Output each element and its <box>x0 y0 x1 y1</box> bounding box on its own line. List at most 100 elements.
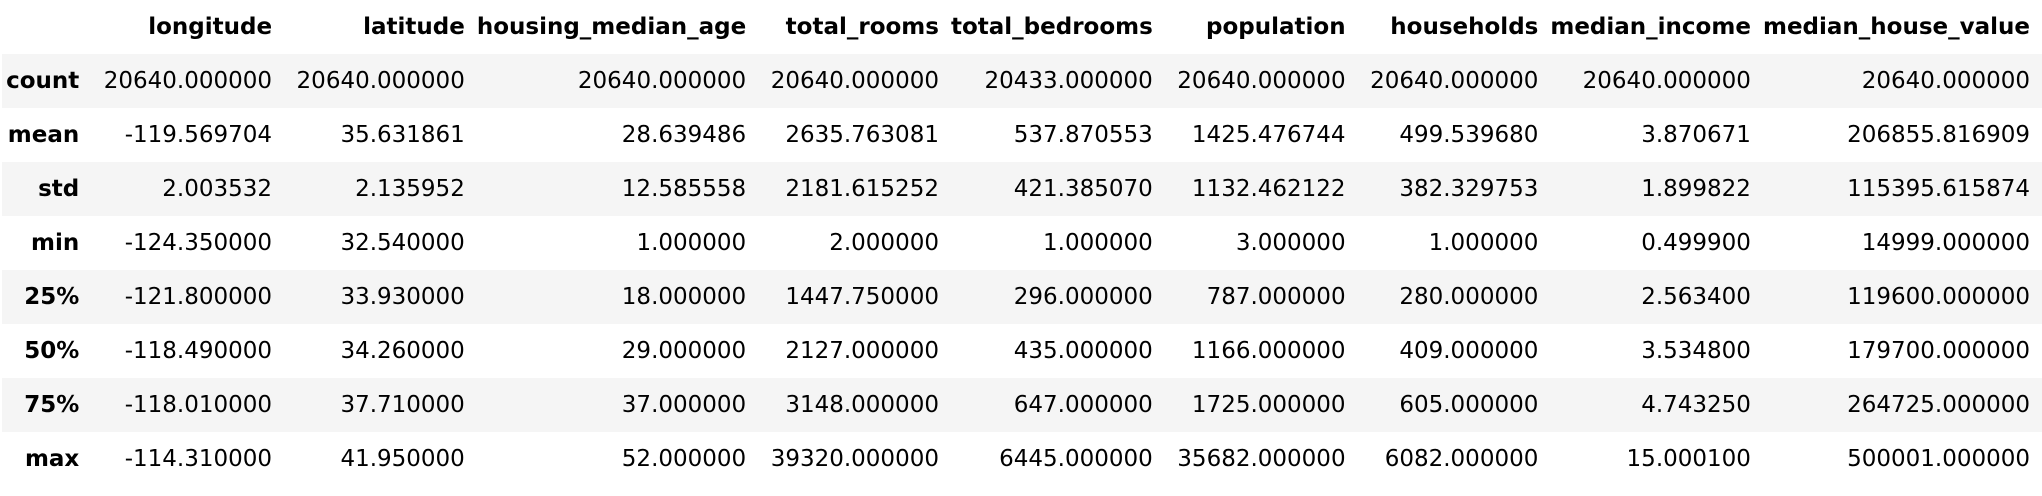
table-cell: 179700.000000 <box>1847 337 2030 364</box>
table-cell: 6445.000000 <box>999 445 1153 472</box>
table-cell: 1447.750000 <box>785 283 939 310</box>
table-cell: 296.000000 <box>1013 283 1153 310</box>
table-cell: -114.310000 <box>124 445 273 472</box>
table-cell: 2.000000 <box>829 229 939 256</box>
row-index-label: max <box>24 445 80 472</box>
table-cell: -121.800000 <box>124 283 273 310</box>
table-cell: 6082.000000 <box>1384 445 1539 472</box>
row-index-label: count <box>6 67 80 94</box>
table-cell: 35682.000000 <box>1177 445 1346 472</box>
table-cell: 14999.000000 <box>1861 229 2030 256</box>
table-cell: 409.000000 <box>1399 337 1539 364</box>
table-cell: 20433.000000 <box>984 67 1153 94</box>
table-row: 50% -118.490000 34.260000 29.000000 2127.000… <box>2 324 2042 378</box>
header-row: longitude latitude housing_median_age total… <box>2 0 2042 54</box>
describe-table: longitude latitude housing_median_age total… <box>2 0 2042 486</box>
row-index-label: 75% <box>24 391 80 418</box>
table-row: mean -119.569704 35.631861 28.639486 2635.76… <box>2 108 2042 162</box>
table-body: count 20640.000000 20640.000000 20640.00000… <box>2 54 2042 486</box>
table-cell: 435.000000 <box>1013 337 1153 364</box>
row-index-label: mean <box>7 121 80 148</box>
table-cell: 32.540000 <box>340 229 465 256</box>
table-cell: 1.000000 <box>1043 229 1153 256</box>
table-cell: 787.000000 <box>1206 283 1346 310</box>
table-cell: -118.490000 <box>124 337 273 364</box>
table-cell: 18.000000 <box>621 283 747 310</box>
column-header-median-income: median_income <box>1550 13 1751 40</box>
column-header-total-bedrooms: total_bedrooms <box>950 13 1153 40</box>
table-cell: 1725.000000 <box>1191 391 1346 418</box>
table-cell: 280.000000 <box>1399 283 1539 310</box>
table-cell: 0.499900 <box>1641 229 1751 256</box>
table-cell: 382.329753 <box>1399 175 1539 202</box>
index-header-blank <box>2 0 91 54</box>
table-cell: -118.010000 <box>124 391 273 418</box>
table-cell: 20640.000000 <box>296 67 465 94</box>
table-cell: 2.135952 <box>355 175 465 202</box>
table-row: max -114.310000 41.950000 52.000000 39320.00… <box>2 432 2042 486</box>
table-row: std 2.003532 2.135952 12.585558 2181.615252 4… <box>2 162 2042 216</box>
table-cell: 605.000000 <box>1399 391 1539 418</box>
row-index-label: std <box>38 175 80 202</box>
table-cell: 537.870553 <box>1013 121 1153 148</box>
row-index-label: 25% <box>24 283 80 310</box>
table-cell: -124.350000 <box>124 229 273 256</box>
column-header-median-house-value: median_house_value <box>1762 13 2030 40</box>
table-cell: 264725.000000 <box>1847 391 2030 418</box>
table-cell: 37.000000 <box>621 391 747 418</box>
table-cell: 115395.615874 <box>1847 175 2030 202</box>
table-cell: 20640.000000 <box>1177 67 1346 94</box>
table-row: 25% -121.800000 33.930000 18.000000 1447.750… <box>2 270 2042 324</box>
table-cell: 20640.000000 <box>1582 67 1751 94</box>
table-cell: 1132.462122 <box>1191 175 1346 202</box>
table-cell: -119.569704 <box>124 121 273 148</box>
table-cell: 1.899822 <box>1641 175 1751 202</box>
table-cell: 2181.615252 <box>785 175 939 202</box>
table-cell: 1425.476744 <box>1191 121 1346 148</box>
column-header-longitude: longitude <box>148 13 273 40</box>
row-index-label: 50% <box>24 337 80 364</box>
table-cell: 20640.000000 <box>770 67 939 94</box>
table-cell: 29.000000 <box>621 337 747 364</box>
table-cell: 3.534800 <box>1641 337 1751 364</box>
table-cell: 37.710000 <box>340 391 465 418</box>
table-cell: 28.639486 <box>621 121 747 148</box>
table-cell: 20640.000000 <box>1861 67 2030 94</box>
table-cell: 41.950000 <box>340 445 465 472</box>
table-cell: 2635.763081 <box>785 121 939 148</box>
table-cell: 4.743250 <box>1641 391 1751 418</box>
table-cell: 3.870671 <box>1641 121 1751 148</box>
table-cell: 2.563400 <box>1641 283 1751 310</box>
table-row: count 20640.000000 20640.000000 20640.00000… <box>2 54 2042 108</box>
table-cell: 2.003532 <box>162 175 273 202</box>
column-header-latitude: latitude <box>363 13 465 40</box>
column-header-total-rooms: total_rooms <box>785 13 939 40</box>
table-cell: 15.000100 <box>1626 445 1751 472</box>
table-cell: 20640.000000 <box>103 67 273 94</box>
table-cell: 421.385070 <box>1013 175 1153 202</box>
table-row: 75% -118.010000 37.710000 37.000000 3148.000… <box>2 378 2042 432</box>
column-header-population: population <box>1206 13 1346 40</box>
table-cell: 1.000000 <box>636 229 747 256</box>
table-row: min -124.350000 32.540000 1.000000 2.000000 1… <box>2 216 2042 270</box>
table-cell: 3.000000 <box>1235 229 1346 256</box>
table-cell: 12.585558 <box>621 175 747 202</box>
table-header: longitude latitude housing_median_age total… <box>2 0 2042 54</box>
table-cell: 20640.000000 <box>1370 67 1539 94</box>
table-cell: 3148.000000 <box>785 391 939 418</box>
table-cell: 206855.816909 <box>1847 121 2030 148</box>
table-cell: 647.000000 <box>1013 391 1153 418</box>
table-cell: 500001.000000 <box>1847 445 2030 472</box>
table-cell: 2127.000000 <box>785 337 939 364</box>
table-cell: 1.000000 <box>1428 229 1539 256</box>
table-cell: 35.631861 <box>340 121 465 148</box>
row-index-label: min <box>31 229 80 256</box>
table-cell: 1166.000000 <box>1191 337 1346 364</box>
column-header-housing-median-age: housing_median_age <box>476 13 747 40</box>
column-header-households: households <box>1390 13 1539 40</box>
table-cell: 20640.000000 <box>577 67 747 94</box>
table-cell: 499.539680 <box>1399 121 1539 148</box>
table-cell: 119600.000000 <box>1847 283 2030 310</box>
table-cell: 34.260000 <box>340 337 465 364</box>
table-cell: 52.000000 <box>621 445 747 472</box>
